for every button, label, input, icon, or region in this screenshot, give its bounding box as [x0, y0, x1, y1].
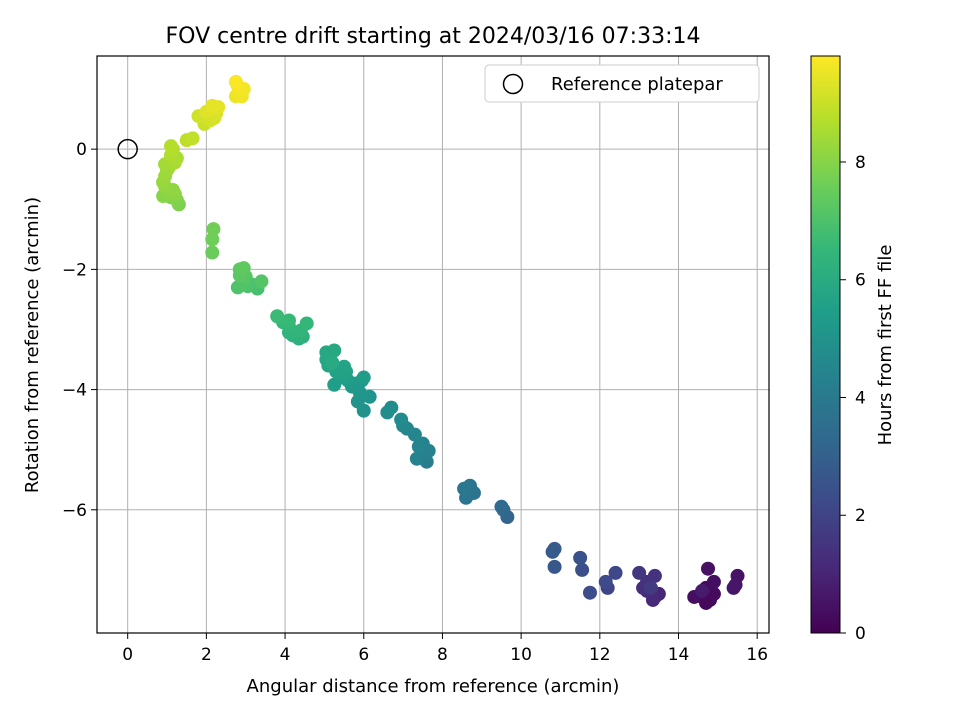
data-point	[356, 370, 371, 385]
data-point	[205, 98, 220, 113]
data-point	[695, 583, 710, 598]
data-point	[163, 139, 178, 154]
data-point	[726, 580, 741, 595]
data-point	[643, 580, 658, 595]
colorbar-tick-label: 4	[855, 388, 866, 408]
data-point	[270, 309, 285, 324]
x-axis-label: Angular distance from reference (arcmin)	[247, 676, 620, 697]
colorbar-ticks: 0 2 4 6 8	[840, 153, 866, 644]
data-point	[547, 541, 562, 556]
y-tick-label: −4	[62, 381, 87, 401]
data-point	[575, 562, 590, 577]
y-tick-label: −6	[62, 501, 87, 521]
data-point	[394, 412, 409, 427]
x-tick-label: 6	[358, 645, 369, 665]
data-point	[409, 451, 424, 466]
data-point	[254, 274, 269, 289]
colorbar-tick-label: 0	[855, 624, 866, 644]
data-point	[457, 481, 472, 496]
data-point	[185, 131, 200, 146]
x-tick-label: 2	[201, 645, 212, 665]
data-point	[327, 343, 342, 358]
legend-box	[484, 64, 760, 103]
data-point	[337, 359, 352, 374]
data-point	[598, 574, 613, 589]
data-point	[582, 585, 597, 600]
data-point	[228, 74, 243, 89]
data-point	[547, 559, 562, 574]
data-point	[282, 313, 296, 328]
x-tick-label: 12	[589, 645, 611, 665]
data-point	[411, 439, 426, 454]
plot-frame	[96, 55, 770, 634]
y-tick-label: 0	[76, 140, 87, 160]
x-tick-label: 0	[122, 645, 133, 665]
y-axis-ticks: 0 −2 −4 −6	[62, 140, 97, 521]
data-point	[299, 316, 314, 331]
colorbar-tick-label: 8	[855, 153, 866, 173]
data-point	[236, 261, 251, 276]
reference-platepar-point	[117, 138, 138, 160]
y-tick-label: −2	[62, 260, 87, 280]
data-point	[706, 574, 721, 589]
data-point	[608, 565, 623, 580]
colorbar-tick-label: 6	[855, 271, 866, 291]
legend-entry-reference: Reference platepar	[551, 74, 723, 95]
colorbar-label: Hours from first FF file	[875, 245, 896, 446]
x-tick-label: 10	[510, 645, 532, 665]
colorbar	[810, 55, 841, 634]
grid-lines	[97, 56, 769, 633]
x-axis-ticks: 0 2 4 6 8 10 12 14 16	[122, 633, 768, 665]
data-point	[573, 550, 588, 565]
data-point	[325, 355, 340, 370]
data-point	[701, 561, 716, 576]
legend: Reference platepar	[484, 64, 760, 103]
y-axis-label: Rotation from reference (arcmin)	[22, 197, 43, 493]
data-point	[699, 595, 714, 610]
data-point	[205, 232, 220, 247]
x-tick-label: 8	[437, 645, 448, 665]
reference-marker	[117, 138, 138, 160]
x-tick-label: 16	[746, 645, 768, 665]
legend-marker	[502, 73, 524, 95]
data-point	[205, 245, 220, 260]
x-tick-label: 4	[280, 645, 291, 665]
x-tick-label: 14	[668, 645, 690, 665]
data-point	[380, 405, 395, 420]
data-point	[632, 565, 647, 580]
data-point	[494, 499, 509, 514]
colorbar-tick-label: 2	[855, 506, 866, 526]
data-points	[156, 74, 745, 610]
chart-title: FOV centre drift starting at 2024/03/16 …	[166, 24, 701, 49]
data-point	[206, 222, 221, 237]
